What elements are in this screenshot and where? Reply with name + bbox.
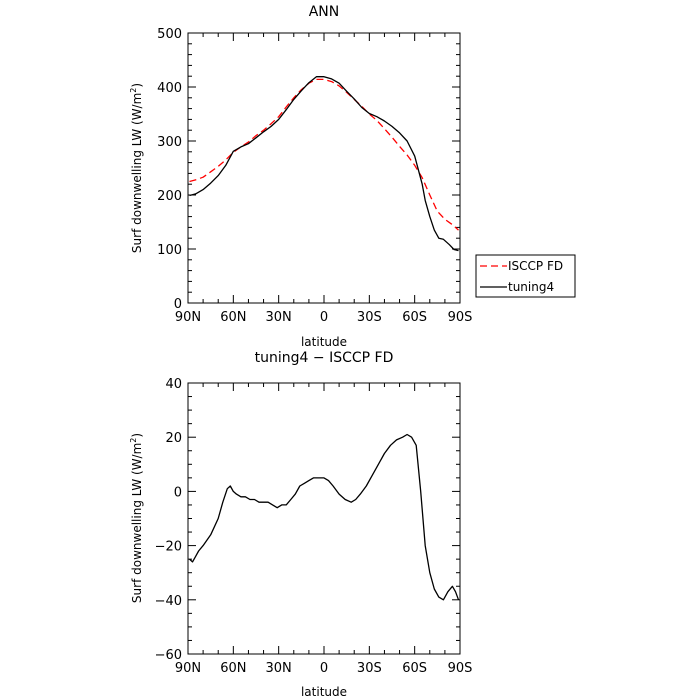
top-y-axis-label-sup: 2 bbox=[129, 88, 138, 93]
top-y-tick-label: 400 bbox=[157, 81, 182, 96]
top-y-tick-label: 0 bbox=[174, 297, 182, 312]
bottom-y-tick-label: −20 bbox=[155, 540, 182, 555]
top-x-tick-label: 60S bbox=[402, 310, 427, 325]
top-x-tick-label: 90N bbox=[175, 310, 201, 325]
legend-box bbox=[475, 254, 576, 298]
bottom-x-tick-label: 90S bbox=[448, 661, 473, 676]
legend: ISCCP FD tuning4 bbox=[475, 254, 576, 298]
bottom-x-tick-label: 30N bbox=[266, 661, 292, 676]
legend-label-tuning4: tuning4 bbox=[508, 280, 554, 294]
top-y-tick-label: 200 bbox=[157, 189, 182, 204]
bottom-y-tick-label: 20 bbox=[165, 431, 182, 446]
bottom-y-axis-label: Surf downwelling LW (W/m2) bbox=[129, 433, 144, 603]
top-y-tick-label: 500 bbox=[157, 27, 182, 42]
bottom-y-tick-label: −60 bbox=[155, 648, 182, 663]
top-x-tick-label: 30S bbox=[357, 310, 382, 325]
bottom-title: tuning4 − ISCCP FD bbox=[255, 350, 394, 366]
bottom-y-ticks: −60 −40 −20 0 20 40 bbox=[155, 377, 460, 663]
top-series-line-isccp-fd bbox=[189, 78, 459, 231]
top-x-tick-label: 60N bbox=[220, 310, 246, 325]
legend-label-isccp: ISCCP FD bbox=[508, 259, 563, 273]
bottom-y-axis-label-main: Surf downwelling LW (W/m bbox=[130, 443, 144, 603]
bottom-x-ticks: 90N 60N 30N 0 30S 60S 90S bbox=[175, 383, 473, 676]
bottom-x-tick-label: 30S bbox=[357, 661, 382, 676]
top-y-axis-label: Surf downwelling LW (W/m2) bbox=[129, 83, 144, 253]
top-y-tick-label: 300 bbox=[157, 135, 182, 150]
top-series bbox=[189, 76, 459, 252]
top-x-tick-label: 90S bbox=[448, 310, 473, 325]
top-y-axis-label-main: Surf downwelling LW (W/m bbox=[130, 93, 144, 253]
top-y-ticks: 0 100 200 300 400 500 bbox=[157, 27, 460, 312]
bottom-y-tick-label: −40 bbox=[155, 594, 182, 609]
bottom-y-axis-label-sup: 2 bbox=[129, 438, 138, 443]
bottom-x-tick-label: 60S bbox=[402, 661, 427, 676]
top-x-tick-label: 0 bbox=[320, 310, 328, 325]
top-panel: ANN 0 100 200 300 400 500 90N 60N 30N 0 30S 60S 90S… bbox=[129, 4, 576, 349]
bottom-y-axis-label-close: ) bbox=[130, 433, 144, 438]
bottom-y-tick-label: 0 bbox=[174, 485, 182, 500]
top-y-axis-label-close: ) bbox=[130, 83, 144, 88]
bottom-y-tick-label: 40 bbox=[165, 377, 182, 392]
bottom-series-line-difference bbox=[189, 433, 460, 601]
top-title: ANN bbox=[309, 4, 340, 20]
bottom-plot-frame bbox=[187, 382, 461, 655]
bottom-x-tick-label: 90N bbox=[175, 661, 201, 676]
top-x-axis-label: latitude bbox=[301, 335, 347, 349]
top-x-tick-label: 30N bbox=[266, 310, 292, 325]
bottom-series bbox=[189, 433, 460, 601]
top-plot-frame bbox=[187, 32, 461, 304]
top-x-ticks: 90N 60N 30N 0 30S 60S 90S bbox=[175, 33, 473, 325]
top-series-line-tuning4 bbox=[189, 76, 459, 252]
top-y-tick-label: 100 bbox=[157, 243, 182, 258]
bottom-x-tick-label: 0 bbox=[320, 661, 328, 676]
bottom-x-axis-label: latitude bbox=[301, 685, 347, 699]
bottom-x-tick-label: 60N bbox=[220, 661, 246, 676]
